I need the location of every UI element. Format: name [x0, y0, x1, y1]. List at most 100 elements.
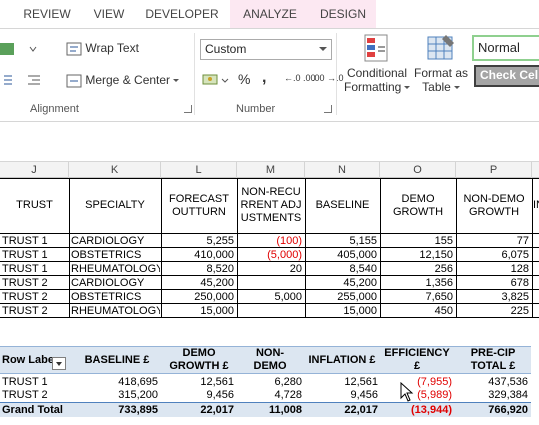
table-cell-specialty[interactable]: RHEUMATOLOGY: [71, 263, 160, 275]
header-next-column[interactable]: IN: [533, 199, 539, 211]
pivot-total-precip[interactable]: 766,920: [488, 404, 528, 416]
table-cell-forecast[interactable]: 250,000: [194, 291, 234, 303]
column-header-n[interactable]: N: [305, 162, 380, 178]
table-cell-adj[interactable]: (100): [276, 235, 302, 247]
pivot-total-efficiency[interactable]: (13,944): [411, 404, 452, 416]
table-cell-demo[interactable]: 155: [434, 235, 453, 247]
row-labels-filter-button[interactable]: [52, 357, 66, 370]
pivot-cell-nondemo[interactable]: 6,280: [274, 376, 302, 388]
table-cell-trust[interactable]: TRUST 1: [2, 235, 48, 247]
table-cell-nondemo[interactable]: 128: [510, 263, 529, 275]
tab-analyze[interactable]: ANALYZE: [230, 0, 310, 28]
column-header-l[interactable]: L: [161, 162, 237, 178]
pivot-cell-nondemo[interactable]: 4,728: [274, 389, 302, 401]
pivot-cell-efficiency[interactable]: (7,955): [417, 376, 452, 388]
table-cell-nondemo[interactable]: 678: [510, 277, 529, 289]
wrap-text-button[interactable]: Wrap Text: [66, 41, 139, 56]
pivot-header-baseline[interactable]: BASELINE £: [84, 354, 150, 366]
table-cell-demo[interactable]: 256: [434, 263, 453, 275]
table-cell-specialty[interactable]: CARDIOLOGY: [71, 235, 145, 247]
table-cell-demo[interactable]: 7,650: [425, 291, 453, 303]
pivot-cell-inflation[interactable]: 12,561: [344, 376, 378, 388]
header-demo-growth[interactable]: DEMO GROWTH: [392, 192, 444, 218]
table-cell-adj[interactable]: 5,000: [274, 291, 302, 303]
pivot-cell-demo[interactable]: 9,456: [206, 389, 234, 401]
conditional-formatting-button[interactable]: Conditional Formatting: [344, 33, 411, 94]
pivot-total-demo[interactable]: 22,017: [200, 404, 234, 416]
pivot-total-baseline[interactable]: 733,895: [118, 404, 158, 416]
column-header-j[interactable]: J: [0, 162, 69, 178]
pivot-cell-label[interactable]: TRUST 2: [2, 389, 48, 401]
header-trust[interactable]: TRUST: [16, 199, 53, 211]
header-baseline[interactable]: BASELINE: [315, 199, 370, 211]
table-cell-trust[interactable]: TRUST 1: [2, 263, 48, 275]
format-as-table-button[interactable]: Format as Table: [412, 33, 470, 94]
table-cell-baseline[interactable]: 255,000: [337, 291, 377, 303]
table-cell-nondemo[interactable]: 225: [510, 305, 529, 317]
table-cell-trust[interactable]: TRUST 2: [2, 291, 48, 303]
table-cell-forecast[interactable]: 410,000: [194, 249, 234, 261]
pivot-total-inflation[interactable]: 22,017: [344, 404, 378, 416]
column-header-m[interactable]: M: [237, 162, 305, 178]
currency-button[interactable]: [202, 71, 230, 90]
pivot-cell-efficiency[interactable]: (5,989): [417, 389, 452, 401]
table-cell-forecast[interactable]: 45,200: [200, 277, 234, 289]
table-cell-baseline[interactable]: 405,000: [337, 249, 377, 261]
table-cell-forecast[interactable]: 5,255: [206, 235, 234, 247]
table-cell-baseline[interactable]: 5,155: [349, 235, 377, 247]
decrease-decimal-button[interactable]: .00 →.0: [312, 73, 344, 83]
table-cell-adj[interactable]: 20: [289, 263, 302, 275]
pivot-cell-precip[interactable]: 437,536: [488, 376, 528, 388]
column-header-o[interactable]: O: [380, 162, 456, 178]
tab-review[interactable]: REVIEW: [23, 7, 71, 21]
tab-developer[interactable]: DEVELOPER: [145, 7, 219, 21]
pivot-cell-demo[interactable]: 12,561: [200, 376, 234, 388]
indent-button[interactable]: [0, 73, 50, 90]
pivot-total-label[interactable]: Grand Total: [2, 404, 63, 416]
table-cell-nondemo[interactable]: 3,825: [501, 291, 529, 303]
column-header-p[interactable]: P: [456, 162, 532, 178]
pivot-header-row-labels[interactable]: Row Labe: [2, 354, 54, 366]
table-cell-trust[interactable]: TRUST 1: [2, 249, 48, 261]
pivot-cell-baseline[interactable]: 418,695: [118, 376, 158, 388]
table-cell-specialty[interactable]: CARDIOLOGY: [71, 277, 145, 289]
table-cell-demo[interactable]: 450: [434, 305, 453, 317]
worksheet-grid[interactable]: TRUST SPECIALTY FORECAST OUTTURN NON-REC…: [0, 178, 539, 425]
table-cell-nondemo[interactable]: 6,075: [501, 249, 529, 261]
header-non-recurrent-adjustments[interactable]: NON-RECURRENT ADJUSTMENTS: [240, 186, 302, 224]
alignment-launcher-icon[interactable]: [184, 105, 192, 113]
tab-view[interactable]: VIEW: [93, 7, 125, 21]
table-cell-demo[interactable]: 1,356: [425, 277, 453, 289]
pivot-header-efficiency[interactable]: EFFICIENCY £: [384, 347, 450, 372]
pivot-cell-inflation[interactable]: 9,456: [350, 389, 378, 401]
table-cell-nondemo[interactable]: 77: [516, 235, 529, 247]
percent-button[interactable]: %: [238, 71, 251, 87]
table-cell-forecast[interactable]: 15,000: [200, 305, 234, 317]
table-cell-baseline[interactable]: 45,200: [343, 277, 377, 289]
pivot-header-demo-growth[interactable]: DEMO GROWTH £: [169, 347, 229, 372]
table-cell-trust[interactable]: TRUST 2: [2, 277, 48, 289]
cell-style-check-cell[interactable]: Check Cel: [474, 65, 539, 87]
pivot-total-nondemo[interactable]: 11,008: [268, 404, 302, 416]
table-cell-adj[interactable]: (5,000): [267, 249, 302, 261]
cell-style-normal[interactable]: Normal: [472, 35, 539, 61]
orientation-button[interactable]: [0, 39, 40, 62]
pivot-header-non-demo[interactable]: NON-DEMO: [253, 347, 287, 372]
table-cell-baseline[interactable]: 15,000: [343, 305, 377, 317]
header-specialty[interactable]: SPECIALTY: [85, 199, 145, 211]
number-format-dropdown[interactable]: Custom: [200, 39, 332, 60]
table-cell-demo[interactable]: 12,150: [419, 249, 453, 261]
merge-center-button[interactable]: Merge & Center: [66, 73, 180, 88]
pivot-header-pre-cip-total[interactable]: PRE-CIP TOTAL £: [470, 347, 516, 372]
tab-design[interactable]: DESIGN: [310, 0, 376, 28]
comma-button[interactable]: ,: [262, 69, 267, 86]
pivot-cell-baseline[interactable]: 315,200: [118, 389, 158, 401]
pivot-header-inflation[interactable]: INFLATION £: [308, 354, 376, 366]
table-cell-trust[interactable]: TRUST 2: [2, 305, 48, 317]
column-header-k[interactable]: K: [69, 162, 161, 178]
pivot-cell-label[interactable]: TRUST 1: [2, 376, 48, 388]
number-launcher-icon[interactable]: [324, 105, 332, 113]
pivot-cell-precip[interactable]: 329,384: [488, 389, 528, 401]
table-cell-forecast[interactable]: 8,520: [206, 263, 234, 275]
table-cell-specialty[interactable]: OBSTETRICS: [71, 249, 142, 261]
